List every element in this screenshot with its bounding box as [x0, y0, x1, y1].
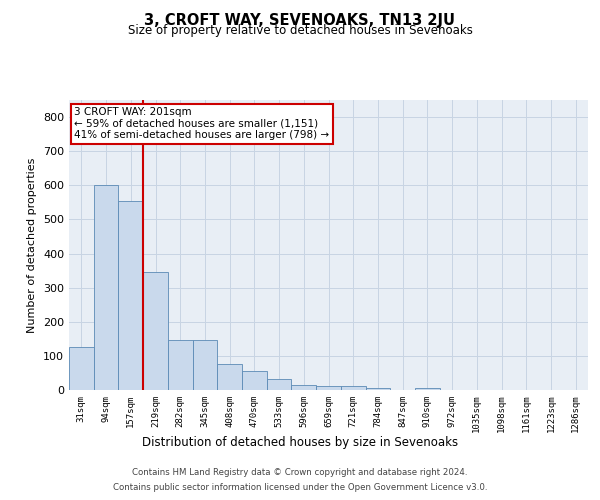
- Bar: [292, 385, 316, 390]
- Bar: [316, 386, 341, 390]
- Bar: [415, 388, 440, 390]
- Bar: [193, 340, 217, 390]
- Bar: [267, 379, 292, 390]
- Text: Size of property relative to detached houses in Sevenoaks: Size of property relative to detached ho…: [128, 24, 472, 37]
- Bar: [242, 371, 267, 390]
- Bar: [94, 186, 118, 390]
- Text: Distribution of detached houses by size in Sevenoaks: Distribution of detached houses by size …: [142, 436, 458, 449]
- Bar: [143, 272, 168, 390]
- Bar: [365, 388, 390, 390]
- Bar: [341, 386, 365, 390]
- Bar: [168, 340, 193, 390]
- Text: 3, CROFT WAY, SEVENOAKS, TN13 2JU: 3, CROFT WAY, SEVENOAKS, TN13 2JU: [145, 12, 455, 28]
- Text: Contains HM Land Registry data © Crown copyright and database right 2024.: Contains HM Land Registry data © Crown c…: [132, 468, 468, 477]
- Text: 3 CROFT WAY: 201sqm
← 59% of detached houses are smaller (1,151)
41% of semi-det: 3 CROFT WAY: 201sqm ← 59% of detached ho…: [74, 108, 329, 140]
- Bar: [217, 364, 242, 390]
- Text: Contains public sector information licensed under the Open Government Licence v3: Contains public sector information licen…: [113, 483, 487, 492]
- Bar: [118, 202, 143, 390]
- Bar: [69, 348, 94, 390]
- Y-axis label: Number of detached properties: Number of detached properties: [28, 158, 37, 332]
